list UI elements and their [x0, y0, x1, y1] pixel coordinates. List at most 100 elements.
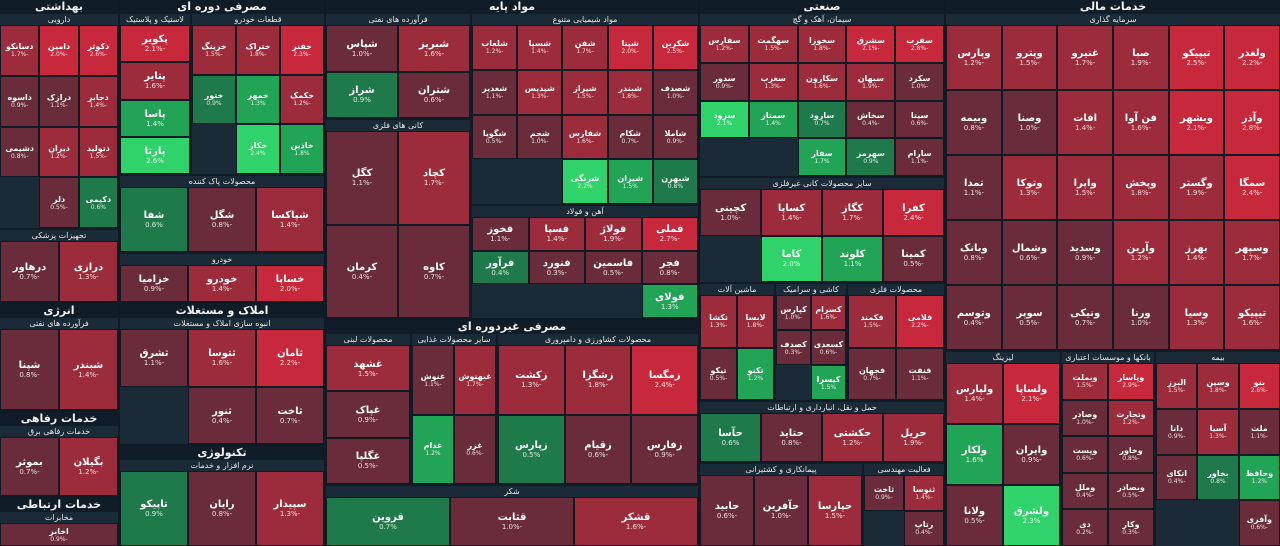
- stock-tile[interactable]: سفار 1.7%: [797, 138, 847, 176]
- stock-tile[interactable]: فولاژ -1.9%: [585, 217, 642, 251]
- stock-tile[interactable]: شپدیس -1.3%: [517, 69, 563, 115]
- sector-title[interactable]: انرژی: [43, 304, 75, 317]
- stock-tile[interactable]: پکویر -2.1%: [120, 25, 190, 63]
- sector-title[interactable]: املاک و مستغلات: [175, 304, 269, 317]
- industry-group-title[interactable]: محصولات پاک کننده: [120, 176, 324, 187]
- stock-tile[interactable]: وتوکا -1.3%: [1001, 155, 1058, 220]
- industry-group-title[interactable]: خدمات رفاهی برق: [0, 426, 118, 437]
- stock-tile[interactable]: وسیا -1.3%: [1168, 285, 1225, 350]
- stock-tile[interactable]: غبهنوش -1.7%: [454, 345, 496, 415]
- industry-group-title[interactable]: مواد شیمیایی متنوع: [472, 14, 698, 25]
- industry-group-title[interactable]: محصولات کشاورزی و دامپروری: [498, 334, 698, 345]
- stock-tile[interactable]: سفرب -2.8%: [895, 25, 944, 63]
- stock-tile[interactable]: سمتاز 1.4%: [748, 100, 798, 139]
- stock-tile[interactable]: دلر -0.5%: [39, 177, 79, 228]
- industry-group-title[interactable]: آهن و فولاد: [472, 206, 698, 217]
- stock-tile[interactable]: سخوزا -1.8%: [797, 25, 847, 63]
- industry-group-title[interactable]: تجهیزات پزشکی: [0, 230, 118, 241]
- stock-tile[interactable]: سهرمز 0.9%: [846, 138, 896, 176]
- industry-group-title[interactable]: لیزینگ: [946, 352, 1060, 363]
- stock-tile[interactable]: فسپا -1.4%: [528, 217, 585, 251]
- stock-tile[interactable]: شفا 0.6%: [120, 187, 188, 252]
- stock-tile[interactable]: داسوه -0.9%: [0, 75, 40, 127]
- stock-tile[interactable]: فنورد -0.3%: [528, 250, 585, 285]
- stock-tile[interactable]: خاذین 1.8%: [280, 124, 324, 174]
- stock-tile[interactable]: وصنا -1.0%: [1001, 90, 1058, 155]
- stock-tile[interactable]: حکشتی -1.2%: [822, 413, 883, 462]
- stock-tile[interactable]: کاوه -0.7%: [398, 224, 470, 318]
- stock-tile[interactable]: واپرا -1.5%: [1057, 155, 1113, 220]
- stock-tile[interactable]: خمهر 1.3%: [236, 74, 280, 125]
- stock-tile[interactable]: شگل -0.8%: [188, 187, 256, 252]
- stock-tile[interactable]: ولشرق 2.3%: [1003, 485, 1060, 546]
- stock-tile[interactable]: شغدیر -1.1%: [472, 69, 518, 115]
- industry-group-title[interactable]: لاستیک و پلاستیک: [120, 14, 190, 25]
- stock-tile[interactable]: خساپا -2.0%: [256, 265, 324, 302]
- stock-tile[interactable]: شپنا -2.0%: [607, 25, 653, 70]
- industry-group-title[interactable]: بیمه: [1156, 352, 1280, 363]
- sector-title[interactable]: تکنولوژی: [197, 446, 247, 459]
- stock-tile[interactable]: قثابت -1.0%: [450, 497, 574, 546]
- stock-tile[interactable]: ثامان -2.2%: [256, 329, 324, 387]
- stock-tile[interactable]: سخاش -0.4%: [846, 100, 896, 139]
- stock-tile[interactable]: کگاز -1.7%: [822, 189, 883, 236]
- sector-title[interactable]: مصرفی دوره ای: [177, 0, 267, 13]
- industry-group-title[interactable]: سیمان، آهک و گچ: [700, 14, 944, 25]
- stock-tile[interactable]: ملت -1.1%: [1238, 408, 1280, 455]
- stock-tile[interactable]: بگیلان -1.2%: [59, 437, 118, 496]
- stock-tile[interactable]: غنوش -1.1%: [412, 345, 454, 415]
- stock-tile[interactable]: وحافظ 1.2%: [1238, 454, 1280, 501]
- stock-tile[interactable]: وخاور -0.8%: [1108, 436, 1154, 473]
- stock-tile[interactable]: فن آوا -1.6%: [1113, 90, 1169, 155]
- stock-tile[interactable]: اخابر -0.9%: [0, 523, 118, 546]
- stock-tile[interactable]: شبریز -1.6%: [398, 25, 470, 72]
- stock-tile[interactable]: فجر -0.8%: [641, 250, 698, 285]
- stock-tile[interactable]: شگویا -0.5%: [472, 114, 518, 160]
- stock-tile[interactable]: دکوثر -2.6%: [78, 25, 118, 76]
- stock-tile[interactable]: غشهد -1.5%: [326, 345, 410, 392]
- stock-tile[interactable]: شراز 0.9%: [326, 71, 398, 118]
- stock-tile[interactable]: ثنوسا -1.4%: [904, 475, 944, 511]
- stock-tile[interactable]: دجابر -1.4%: [78, 75, 118, 127]
- sector-title[interactable]: خدمات مالی: [1079, 0, 1147, 13]
- stock-tile[interactable]: دتولید -1.5%: [78, 126, 118, 178]
- stock-tile[interactable]: شپنا -0.8%: [0, 329, 59, 410]
- stock-tile[interactable]: ثشرق -1.1%: [120, 329, 188, 387]
- stock-tile[interactable]: حریل -1.9%: [883, 413, 944, 462]
- stock-tile[interactable]: کچینی -1.0%: [700, 189, 761, 236]
- industry-group-title[interactable]: کاشی و سرامیک: [776, 284, 846, 295]
- stock-tile[interactable]: بموثر -0.7%: [0, 437, 59, 496]
- stock-tile[interactable]: شبندر -1.4%: [59, 329, 118, 410]
- stock-tile[interactable]: درازی -1.3%: [59, 241, 118, 302]
- stock-tile[interactable]: ختور 0.9%: [192, 74, 236, 125]
- stock-tile[interactable]: خفنر -2.3%: [280, 25, 324, 75]
- stock-tile[interactable]: کیسرا 1.5%: [811, 365, 846, 400]
- stock-tile[interactable]: بخاور 0.8%: [1197, 454, 1239, 501]
- stock-tile[interactable]: وبشهر -2.1%: [1168, 90, 1225, 155]
- stock-tile[interactable]: تکشا -1.3%: [700, 295, 737, 348]
- stock-tile[interactable]: آسیا -1.3%: [1197, 408, 1239, 455]
- stock-tile[interactable]: غنیرو -1.7%: [1057, 25, 1113, 90]
- stock-tile[interactable]: ختراک -1.8%: [236, 25, 280, 75]
- stock-tile[interactable]: فخوز -1.1%: [472, 217, 529, 251]
- stock-tile[interactable]: قشکر -1.6%: [574, 497, 698, 546]
- stock-tile[interactable]: پارتا 2.6%: [120, 136, 190, 174]
- stock-tile[interactable]: وبانک -0.8%: [946, 220, 1002, 285]
- stock-tile[interactable]: اتکای -0.4%: [1156, 454, 1198, 501]
- stock-tile[interactable]: تاپیکو 0.9%: [120, 471, 188, 546]
- stock-tile[interactable]: دکیمی 0.6%: [78, 177, 118, 228]
- stock-tile[interactable]: وتوسم -0.4%: [946, 285, 1002, 350]
- stock-tile[interactable]: فولای 1.3%: [641, 284, 698, 318]
- stock-tile[interactable]: کرمان -0.4%: [326, 224, 398, 318]
- stock-tile[interactable]: تمدا -1.1%: [946, 155, 1002, 220]
- industry-group-title[interactable]: سایر محصولات غذایی: [412, 334, 496, 345]
- stock-tile[interactable]: پتایر -1.6%: [120, 62, 190, 100]
- stock-tile[interactable]: پاسا 1.4%: [120, 99, 190, 137]
- stock-tile[interactable]: زمگسا -2.4%: [631, 345, 698, 415]
- industry-group-title[interactable]: فرآورده های نفتی: [0, 318, 118, 329]
- stock-tile[interactable]: تیپیکو -1.6%: [1224, 285, 1280, 350]
- stock-tile[interactable]: وبیمه -0.8%: [946, 90, 1002, 155]
- stock-tile[interactable]: وسپهر -1.7%: [1224, 220, 1280, 285]
- stock-tile[interactable]: بهرز -1.4%: [1168, 220, 1225, 285]
- stock-tile[interactable]: شیران 1.5%: [607, 159, 653, 204]
